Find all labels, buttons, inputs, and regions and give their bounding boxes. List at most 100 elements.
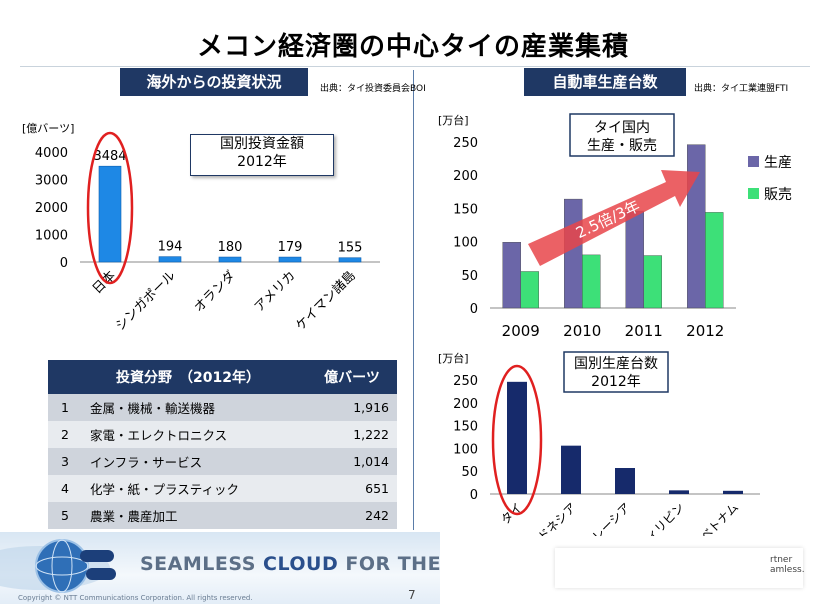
highlight-ellipse [491,364,543,516]
country-production-title-box [563,351,669,393]
slogan-part-2: CLOUD [263,553,339,575]
bar [158,256,182,263]
partner-line1: rtner [770,555,793,565]
bar [98,165,122,263]
y-tick-label: 3000 [35,174,68,189]
bar [278,256,302,263]
y-tick-label: 0 [470,302,478,317]
x-tick-label: ベトナム [698,500,742,536]
column-divider [413,70,414,530]
table-cell-rank: 1 [48,394,82,421]
x-tick-label: ケイマン諸島 [293,268,359,334]
bar [615,468,635,494]
bar-sales [582,254,601,309]
page-number: 7 [408,588,416,602]
y-tick-label: 1000 [35,229,68,244]
legend-swatch [748,188,759,199]
x-tick-label: シンガポール [113,268,179,334]
y-tick-label: 0 [60,256,68,271]
investment-sector-table: 投資分野 （2012年） 億バーツ 1 金属・機械・輸送機器 1,916 2 家… [48,360,397,529]
bar-production [564,198,583,309]
title-divider [20,66,810,67]
y-tick-label: 100 [453,236,478,251]
table-header-cell: 億バーツ [307,360,397,394]
investment-chart-title-line1: 国別投資金額 [220,136,304,152]
table-cell-sector: 化学・紙・プラスティック [82,475,307,502]
y-tick-label: 50 [461,269,478,284]
table-cell-rank: 3 [48,448,82,475]
y-tick-label: 200 [453,169,478,184]
x-tick-label: オランダ [191,268,238,315]
y-tick-label: 250 [453,374,478,389]
table-row: 5 農業・農産加工 242 [48,502,397,529]
x-tick-label: 2009 [502,322,540,340]
investment-chart-title: 国別投資金額 2012年 [190,134,334,176]
legend-label: 生産 [764,155,792,171]
bar-production [687,144,706,309]
table-cell-sector: インフラ・サービス [82,448,307,475]
bar-production [502,242,521,309]
slogan-part-1: SEAMLESS [140,553,263,575]
table-cell-amount: 1,916 [307,394,397,421]
x-tick-label: 2012 [686,322,724,340]
bar-sales [705,212,724,309]
partner-line2: amless. [770,565,805,575]
growth-arrow [528,170,700,266]
data-label: 155 [338,241,363,256]
y-tick-label: 200 [453,397,478,412]
x-tick-label: 2010 [563,322,601,340]
table-cell-sector: 農業・農産加工 [82,502,307,529]
table-cell-sector: 金属・機械・輸送機器 [82,394,307,421]
bar [507,381,527,494]
x-tick-label: フィリピン [635,500,687,536]
y-tick-label: 0 [470,488,478,503]
legend-swatch [748,156,759,167]
bar-sales [643,255,662,309]
table-cell-amount: 651 [307,475,397,502]
bar [218,256,242,263]
table-row: 2 家電・エレクトロニクス 1,222 [48,421,397,448]
investment-header: 海外からの投資状況 [120,68,308,96]
investment-table: 投資分野 （2012年） 億バーツ 1 金属・機械・輸送機器 1,916 2 家… [48,360,397,529]
investment-source: 出典：タイ投資委員会BOI [320,84,426,94]
x-tick-label: アメリカ [252,268,299,315]
y-tick-label: 2000 [35,201,68,216]
investment-chart-title-line2: 2012年 [237,154,287,170]
x-tick-label: 2011 [625,322,663,340]
production-chart-title-box [569,113,675,157]
bar-production [625,210,644,309]
bar-sales [520,271,539,309]
table-cell-sector: 家電・エレクトロニクス [82,421,307,448]
bar [723,490,743,494]
production-chart-title-line1: タイ国内 [594,120,650,136]
y-tick-label: 150 [453,202,478,217]
country-production-title-line1: 国別生産台数 [574,356,658,372]
table-row: 4 化学・紙・プラスティック 651 [48,475,397,502]
slogan-part-3: FOR THE [338,553,442,575]
production-chart-title-line2: 生産・販売 [587,138,657,154]
y-tick-label: 50 [461,465,478,480]
table-cell-rank: 2 [48,421,82,448]
y-axis-label: [億バーツ] [22,122,74,135]
page-title: メコン経済圏の中心タイの産業集積 [196,32,629,62]
footer-banner [0,532,440,604]
partner-text: rtner amless. [770,555,805,575]
partner-panel [555,548,803,588]
table-cell-rank: 4 [48,475,82,502]
data-label: 179 [278,240,303,255]
table-row: 1 金属・機械・輸送機器 1,916 [48,394,397,421]
table-header-cell: 投資分野 （2012年） [82,360,307,394]
auto-production-source: 出典：タイ工業連盟FTI [694,84,789,94]
table-cell-amount: 242 [307,502,397,529]
y-tick-label: 150 [453,420,478,435]
bar [338,257,362,263]
country-production-title-line2: 2012年 [591,374,641,390]
table-cell-amount: 1,222 [307,421,397,448]
y-axis-label: [万台] [438,351,469,365]
bar [669,490,689,494]
y-axis-label: [万台] [438,113,469,127]
globe-cloud-logo [0,539,116,593]
x-tick-label: マレーシア [581,500,633,536]
